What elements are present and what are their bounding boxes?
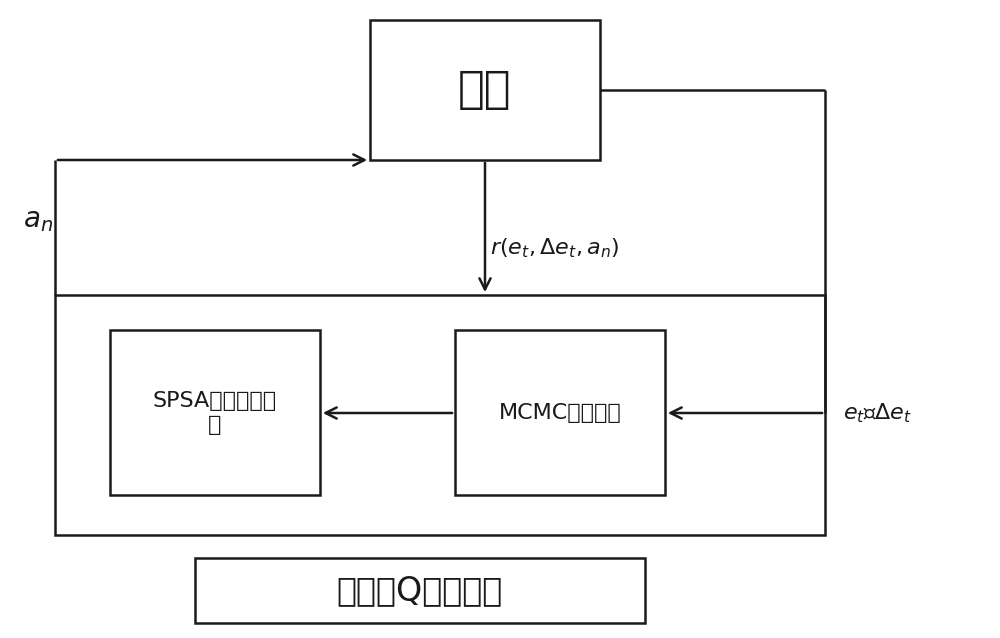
Text: SPSA步长调节算
法: SPSA步长调节算 法 [153,391,277,434]
Text: $e_t$、$\Delta e_t$: $e_t$、$\Delta e_t$ [843,401,912,425]
Text: 航行器Q学习算法: 航行器Q学习算法 [337,574,503,607]
Bar [455,330,665,495]
Bar [110,330,320,495]
Bar [55,295,825,535]
Bar [195,558,645,623]
Bar [370,20,600,160]
Text: $r(e_t,\Delta e_t,a_n)$: $r(e_t,\Delta e_t,a_n)$ [490,236,619,260]
Text: 环境: 环境 [458,68,512,112]
Text: $a_n$: $a_n$ [23,206,53,234]
Text: MCMC采样算法: MCMC采样算法 [499,403,621,423]
